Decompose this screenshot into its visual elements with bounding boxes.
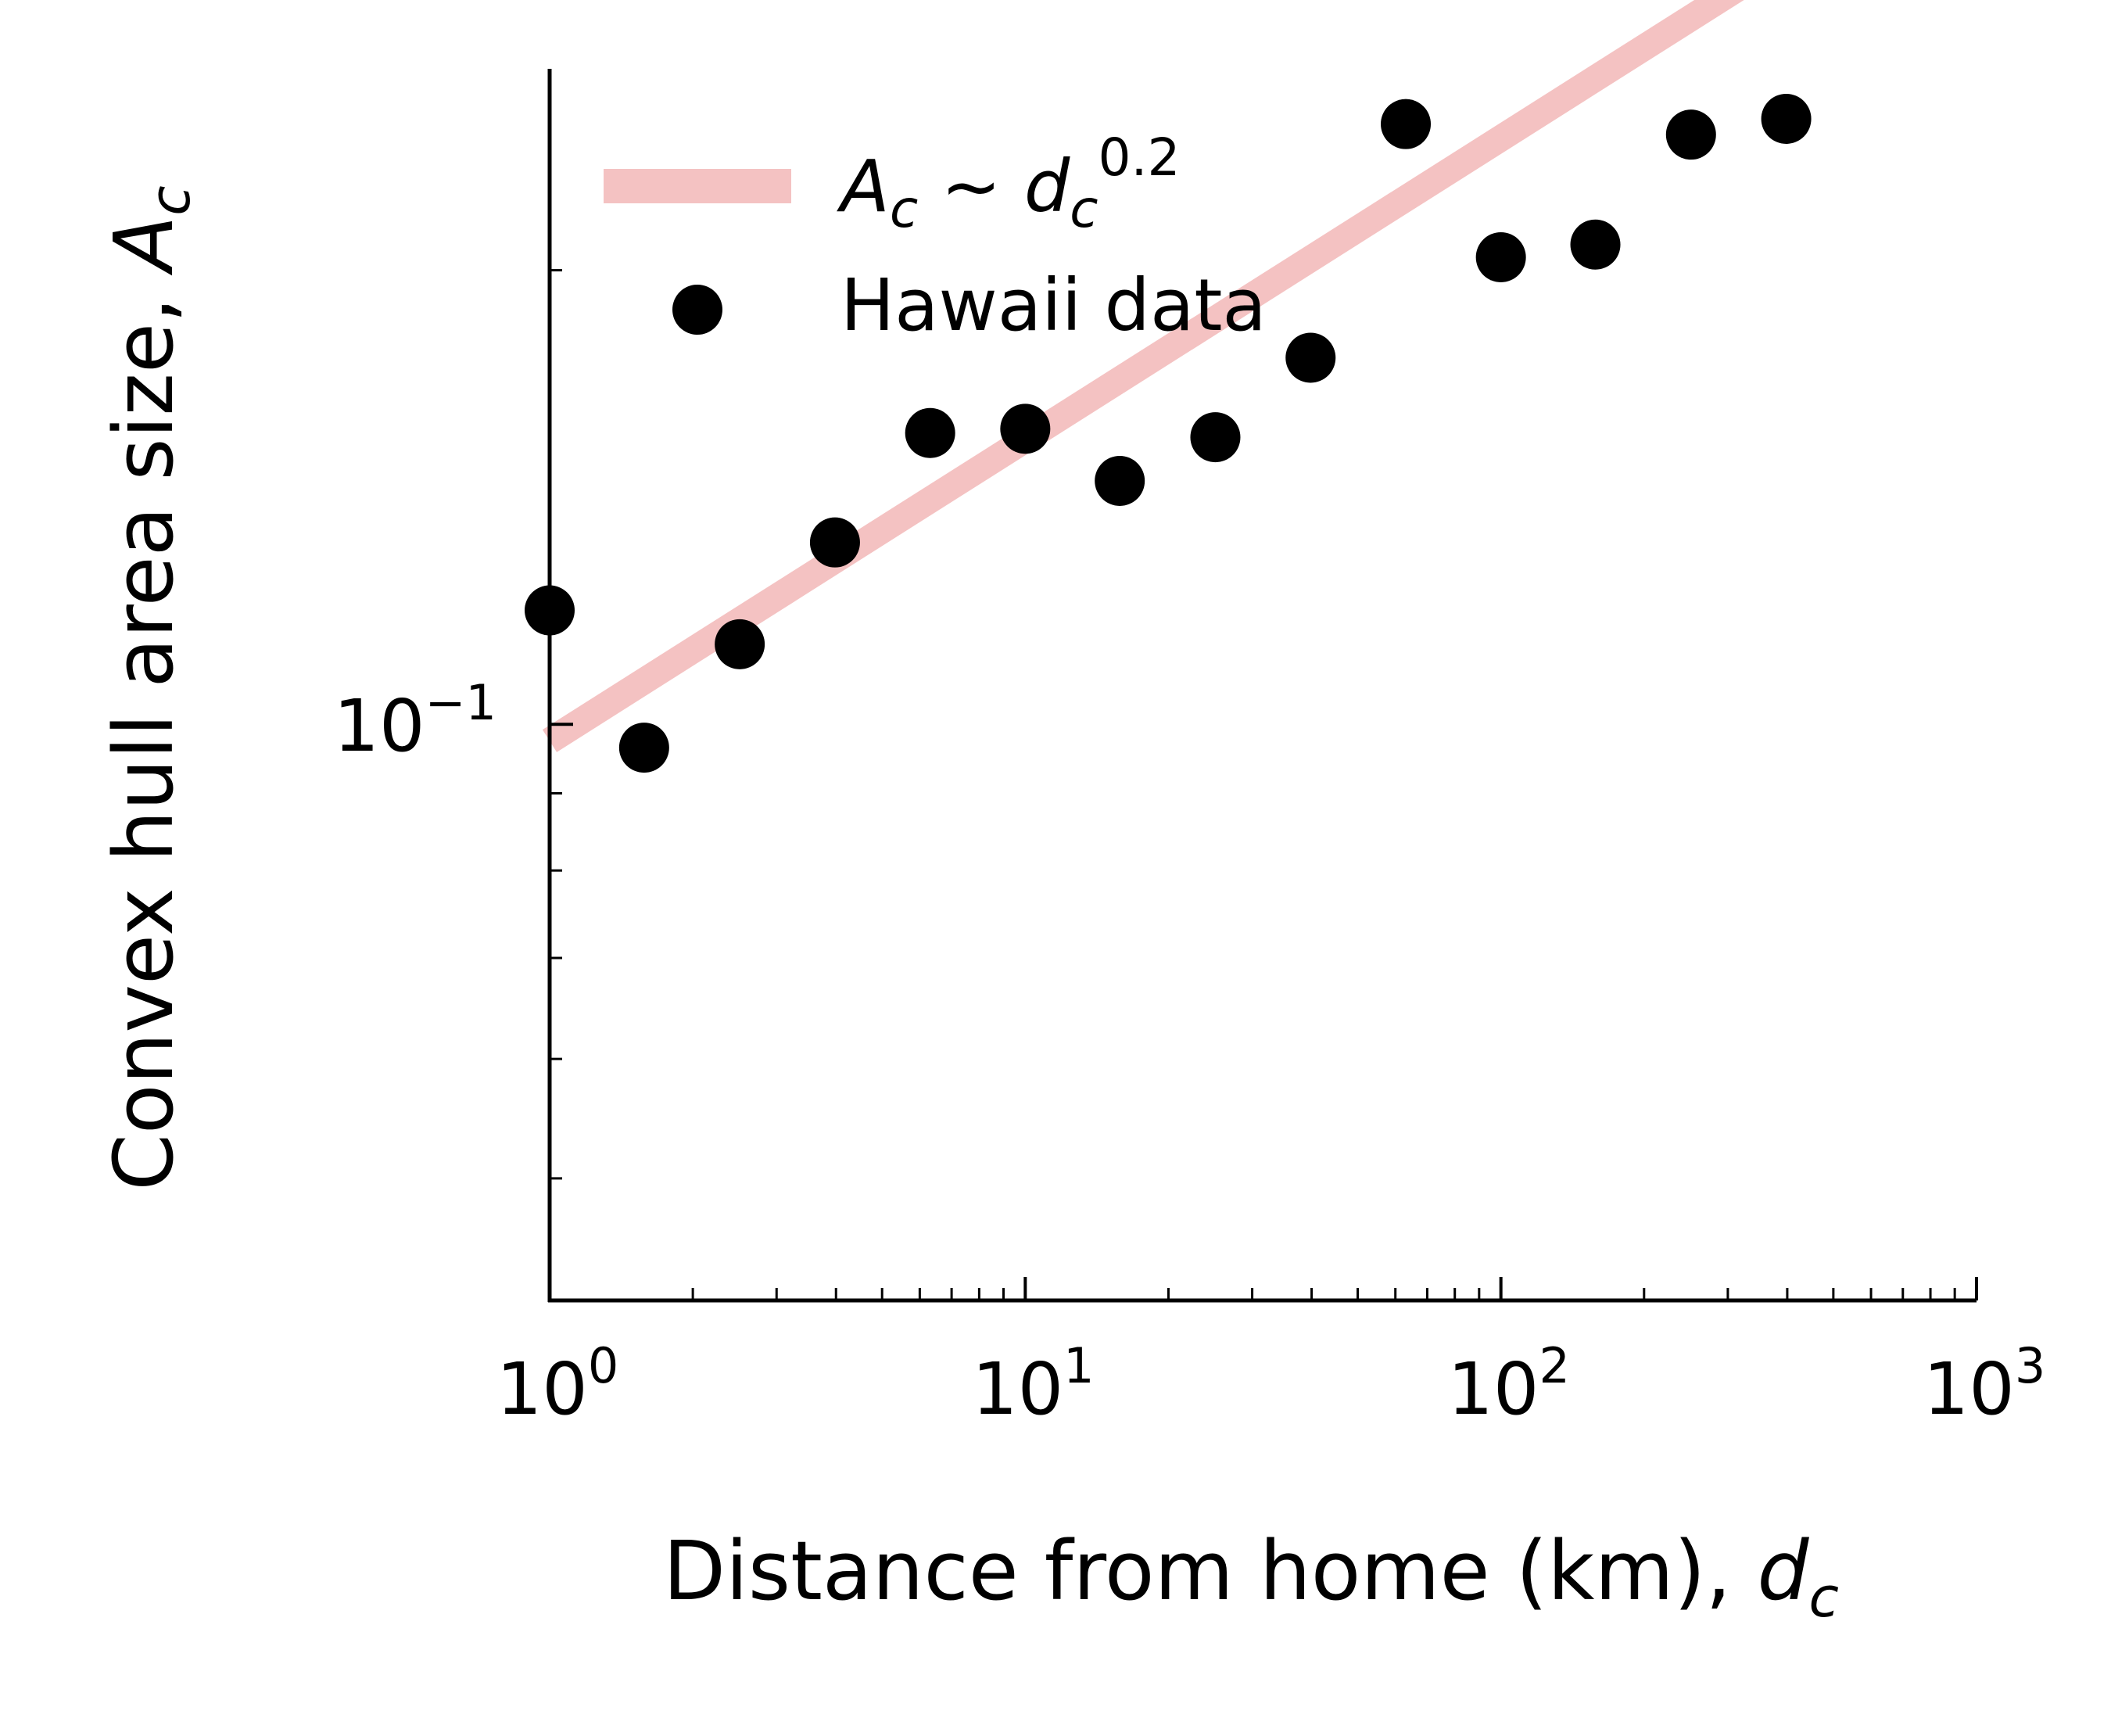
legend-scatter-label: Hawaii data <box>840 264 1267 347</box>
fit-line-layer <box>542 0 1744 752</box>
y-tick-label: 10−1 <box>334 674 496 768</box>
x-axis-label: Distance from home (km), dc <box>663 1523 1839 1630</box>
data-point <box>1285 332 1336 383</box>
data-point <box>905 407 955 458</box>
data-points-layer <box>525 93 1812 773</box>
legend-marker-swatch <box>672 285 722 335</box>
y-tick-labels: 10−1 <box>334 674 496 768</box>
x-tick-label: 102 <box>1447 1337 1570 1431</box>
y-axis-label: Convex hull area size, Ac <box>96 185 202 1191</box>
data-point <box>1095 455 1145 506</box>
data-point <box>1761 93 1812 144</box>
fit-line <box>542 0 1744 752</box>
data-point <box>1570 219 1621 270</box>
x-tick-label: 103 <box>1923 1337 2046 1431</box>
legend-line-label: Ac ~ dc0.2 <box>837 127 1180 239</box>
x-tick-label: 100 <box>496 1337 619 1431</box>
data-point <box>1475 231 1526 282</box>
data-point <box>1190 412 1241 463</box>
x-tick-label: 101 <box>972 1337 1095 1431</box>
legend: Ac ~ dc0.2 Hawaii data <box>604 127 1267 347</box>
data-point <box>1000 404 1051 454</box>
axes <box>547 69 1978 1303</box>
data-point <box>1665 109 1716 160</box>
data-point <box>715 619 765 669</box>
data-point <box>1381 99 1432 149</box>
data-point <box>809 517 860 568</box>
data-point <box>618 723 669 773</box>
x-tick-labels: 100 101 102 103 <box>496 1337 2046 1431</box>
